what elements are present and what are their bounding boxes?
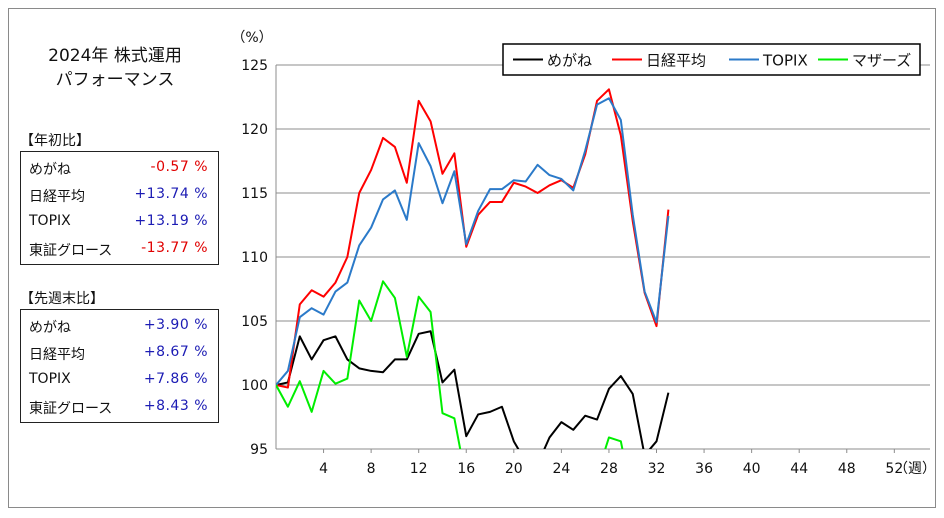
wow-row-label: 東証グロース: [29, 401, 113, 417]
legend-label: めがね: [547, 52, 592, 70]
y-axis-label: （%）: [231, 30, 272, 46]
x-tick-label: 8: [367, 461, 376, 477]
ytd-row-label: 東証グロース: [29, 243, 113, 259]
wow-row-value: +3.90 %: [143, 317, 208, 333]
ytd-row-label: 日経平均: [29, 189, 85, 205]
x-tick-label: 40: [743, 461, 761, 477]
x-tick-label: 16: [457, 461, 475, 477]
ytd-table: めがね -0.57 % 日経平均 +13.74 % TOPIX +13.19 % 東証グロー…: [20, 151, 219, 265]
chart-frame: [8, 8, 936, 508]
y-tick-label: 115: [241, 186, 268, 202]
y-tick-label: 110: [241, 250, 268, 266]
legend-label: TOPIX: [762, 52, 808, 70]
series-line: [276, 280, 462, 449]
legend-box: [502, 43, 921, 76]
series-line: [604, 436, 624, 449]
y-tick-label: 95: [250, 442, 268, 458]
x-tick-label: 4: [319, 461, 328, 477]
y-tick-label: 100: [241, 378, 268, 394]
legend-label: マザーズ: [852, 52, 911, 70]
x-axis-label: （週）: [894, 461, 936, 477]
ytd-row-value: +13.74 %: [134, 186, 208, 202]
wow-row-value: +8.67 %: [143, 344, 208, 360]
x-tick-label: 32: [648, 461, 666, 477]
series-line: [276, 88, 670, 389]
wow-row: 東証グロース +8.43 %: [21, 393, 218, 420]
wow-row: TOPIX +7.86 %: [21, 366, 218, 393]
panel-title-line1: 2024年 株式運用: [48, 46, 182, 66]
ytd-row-value: +13.19 %: [134, 213, 208, 229]
panel-title: 2024年 株式運用 パフォーマンス: [30, 44, 200, 92]
x-tick-label: 24: [552, 461, 570, 477]
x-tick-label: 36: [695, 461, 713, 477]
ytd-header: 【年初比】: [20, 133, 90, 149]
ytd-row: TOPIX +13.19 %: [21, 208, 218, 235]
legend-label: 日経平均: [646, 52, 706, 70]
ytd-row: めがね -0.57 %: [21, 154, 218, 181]
wow-row: 日経平均 +8.67 %: [21, 339, 218, 366]
y-tick-label: 125: [241, 58, 268, 74]
wow-row-value: +7.86 %: [143, 371, 208, 387]
wow-row-value: +8.43 %: [143, 398, 208, 414]
wow-row-label: めがね: [29, 320, 71, 336]
ytd-row-label: TOPIX: [29, 213, 71, 229]
y-tick-label: 105: [241, 314, 268, 330]
series-line: [276, 330, 670, 449]
x-tick-label: 52: [885, 461, 903, 477]
wow-row-label: 日経平均: [29, 347, 85, 363]
x-tick-label: 48: [838, 461, 856, 477]
x-tick-label: 12: [410, 461, 428, 477]
ytd-row-value: -13.77 %: [141, 240, 208, 256]
ytd-row-value: -0.57 %: [150, 159, 208, 175]
x-tick-label: 28: [600, 461, 618, 477]
series-line: [276, 97, 670, 386]
wow-row-label: TOPIX: [29, 371, 71, 387]
wow-table: めがね +3.90 % 日経平均 +8.67 % TOPIX +7.86 % 東証グロース +…: [20, 309, 219, 423]
x-tick-label: 44: [790, 461, 808, 477]
ytd-row-label: めがね: [29, 162, 71, 178]
y-tick-label: 120: [241, 122, 268, 138]
wow-row: めがね +3.90 %: [21, 312, 218, 339]
panel-title-line2: パフォーマンス: [55, 70, 175, 90]
x-tick-label: 20: [505, 461, 523, 477]
ytd-row: 東証グロース -13.77 %: [21, 235, 218, 262]
ytd-row: 日経平均 +13.74 %: [21, 181, 218, 208]
wow-header: 【先週末比】: [20, 291, 104, 307]
